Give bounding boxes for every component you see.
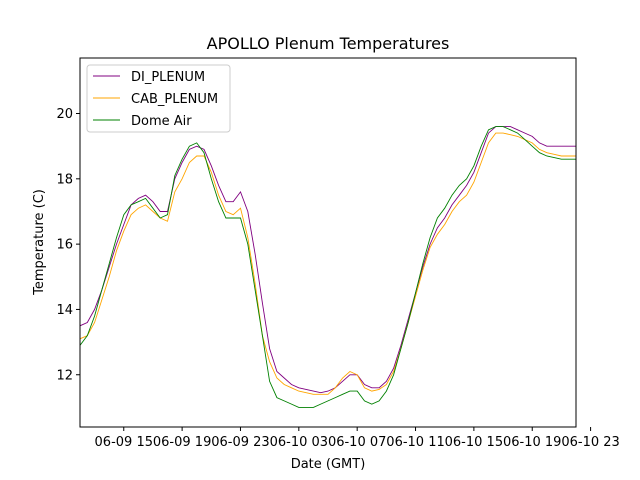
x-tick-label: 06-10 15 — [445, 435, 503, 450]
series-line-cab-plenum — [80, 132, 576, 395]
y-axis-title: Temperature (C) — [32, 189, 47, 296]
x-tick-label: 06-10 11 — [386, 435, 444, 450]
y-tick-label: 14 — [56, 303, 73, 318]
y-tick-label: 20 — [56, 107, 73, 122]
series-line-di-plenum — [80, 126, 576, 394]
legend-box — [86, 64, 231, 133]
series-layer — [80, 126, 576, 408]
legend-label: CAB_PLENUM — [131, 92, 218, 107]
chart-title: APOLLO Plenum Temperatures — [207, 34, 450, 53]
x-tick-label: 06-09 19 — [153, 435, 211, 450]
x-axis-title: Date (GMT) — [291, 457, 366, 472]
x-tick-label: 06-10 03 — [270, 435, 328, 450]
y-axis-ticks: 12 14 16 18 20 — [56, 107, 80, 383]
x-tick-label: 06-10 07 — [328, 435, 386, 450]
x-tick-label: 06-10 19 — [503, 435, 561, 450]
legend-label: Dome Air — [131, 114, 192, 129]
y-tick-label: 12 — [56, 368, 73, 383]
legend: DI_PLENUM CAB_PLENUM Dome Air — [86, 64, 231, 133]
series-line-dome-air — [80, 126, 576, 408]
x-axis-ticks: 06-09 15 06-09 19 06-09 23 06-10 03 06-10 07… — [95, 427, 620, 450]
x-tick-label: 06-09 15 — [95, 435, 153, 450]
y-tick-label: 16 — [56, 238, 73, 253]
x-tick-label: 06-10 23 — [561, 435, 619, 450]
plot-frame — [79, 57, 577, 428]
x-tick-label: 06-09 23 — [211, 435, 269, 450]
legend-label: DI_PLENUM — [131, 70, 205, 85]
y-tick-label: 18 — [56, 172, 73, 187]
